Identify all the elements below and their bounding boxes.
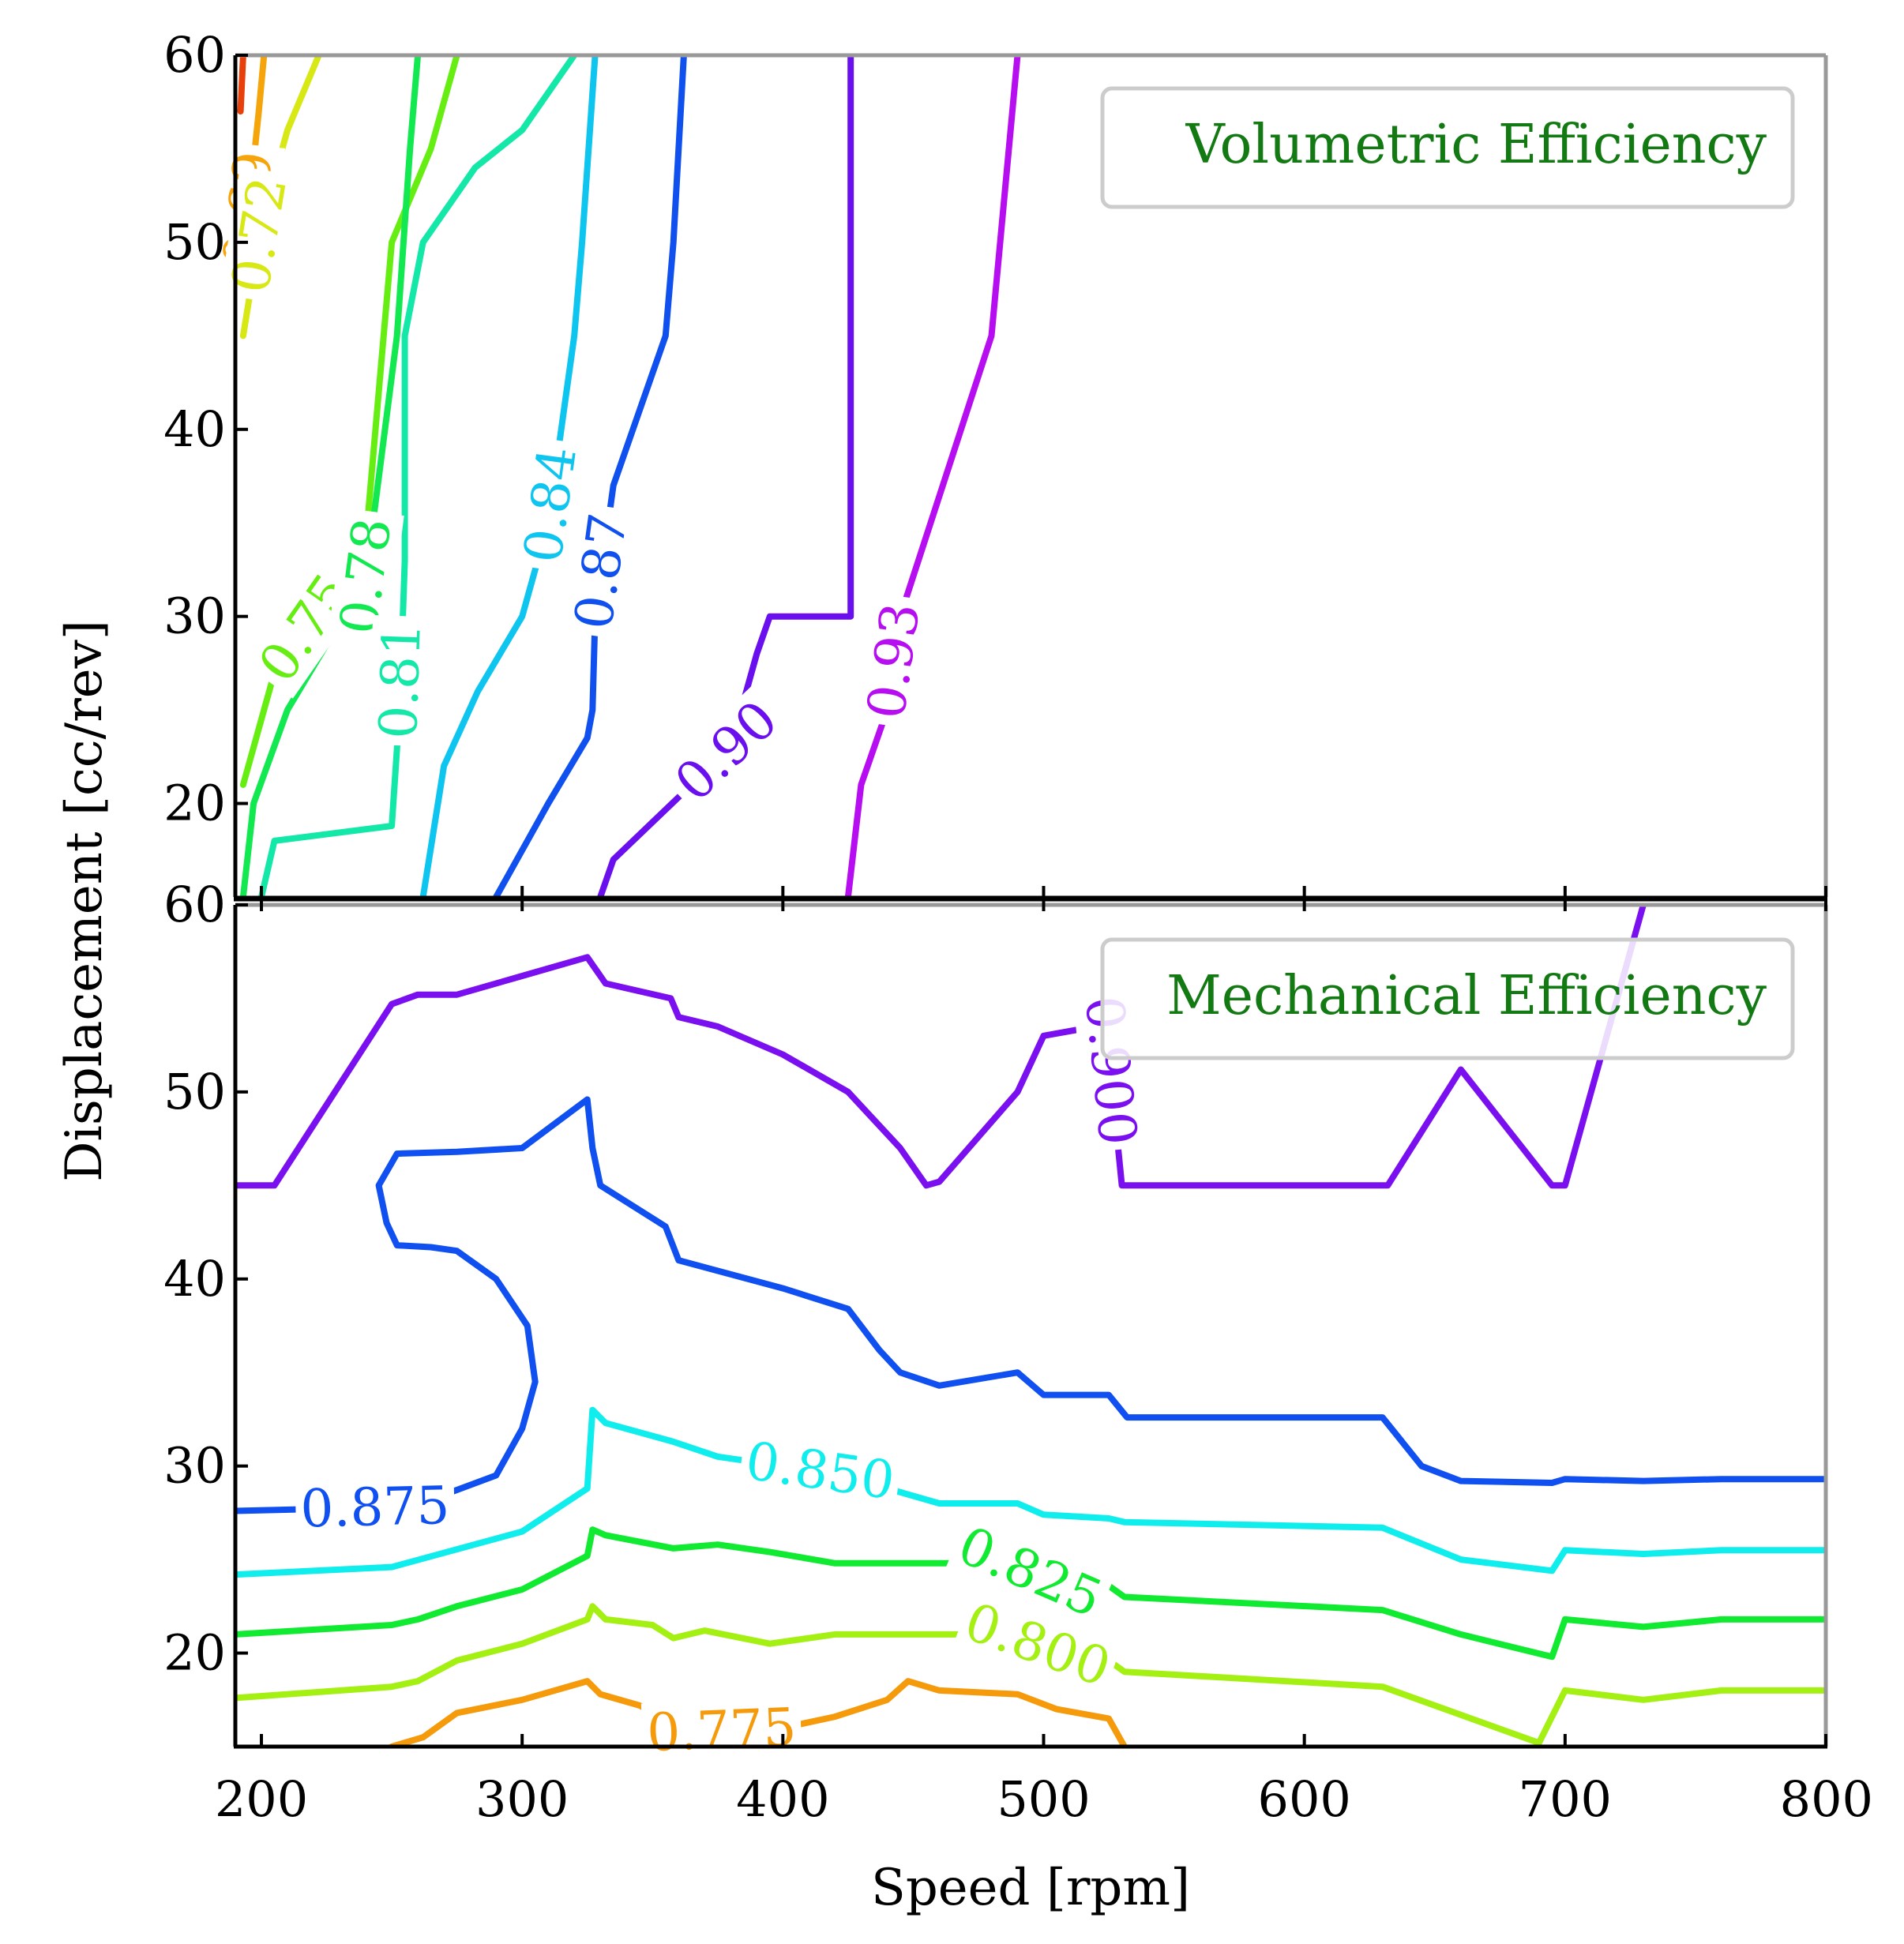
contour-label-mask — [952, 1589, 1123, 1701]
contour-line-0-66 — [237, 55, 246, 115]
contour-label-text: 0.93 — [855, 599, 931, 722]
contour-label-0-93: 0.93 — [855, 592, 933, 730]
volumetric-contour-group — [237, 55, 1021, 897]
contour-label-text: 0.81 — [368, 621, 433, 740]
contour-label-0-78: 0.78 — [328, 508, 404, 644]
mechanical-legend: Mechanical Efficiency — [1100, 937, 1795, 1060]
y-tick-label: 30 — [163, 1437, 226, 1495]
contour-label-mask — [855, 592, 933, 730]
mechanical-contour-group — [235, 905, 1826, 1747]
contour-line-0-84 — [419, 55, 599, 897]
contour-label-text: 0.775 — [646, 1697, 798, 1764]
y-tick-label: 50 — [163, 1063, 226, 1120]
y-tick-label: 60 — [163, 876, 226, 933]
y-tick-label: 40 — [163, 1250, 226, 1308]
y-tick-label: 40 — [163, 400, 226, 458]
contour-label-mask — [295, 1475, 456, 1540]
contour-line-0-81 — [258, 55, 578, 897]
x-tick-label: 700 — [1519, 1770, 1612, 1828]
contour-label-mask — [659, 685, 794, 818]
volumetric-y-ticks: 20 30 40 50 60 — [163, 26, 248, 832]
volumetric-efficiency-panel: 0.690.720.750.780.810.840.870.900.93 20 3… — [163, 26, 1828, 897]
x-tick-label: 800 — [1780, 1770, 1873, 1828]
x-tick-label: 500 — [997, 1770, 1090, 1828]
contour-label-0-850: 0.850 — [737, 1430, 903, 1513]
contour-label-text: 0.875 — [299, 1475, 450, 1540]
mechanical-y-ticks: 20 30 40 50 60 — [163, 876, 248, 1682]
x-ticks: 200 300 400 500 600 700 800 — [215, 886, 1873, 1828]
x-axis-title: Speed [rpm] — [871, 1859, 1190, 1917]
x-tick-label: 300 — [475, 1770, 569, 1828]
contour-line-0-8 — [235, 1603, 1826, 1747]
mechanical-legend-frame — [1100, 937, 1795, 1060]
contour-line-0-825 — [235, 1526, 1826, 1661]
contour-label-mask — [512, 436, 590, 573]
mechanical-legend-title: Mechanical Efficiency — [1166, 965, 1767, 1027]
y-tick-label: 50 — [163, 213, 226, 271]
y-axis-title: Displacement [cc/rev] — [55, 620, 114, 1182]
x-tick-label: 600 — [1258, 1770, 1351, 1828]
y-tick-label: 20 — [163, 1624, 226, 1682]
contour-label-0-875: 0.875 — [295, 1475, 456, 1540]
contour-label-mask — [945, 1513, 1115, 1632]
x-tick-label: 400 — [736, 1770, 829, 1828]
volumetric-legend-title: Volumetric Efficiency — [1185, 114, 1767, 176]
contour-label-mask — [328, 508, 404, 644]
volumetric-legend: Volumetric Efficiency — [1100, 86, 1795, 209]
volumetric-legend-frame — [1100, 86, 1795, 209]
contour-label-mask — [368, 614, 434, 747]
contour-line-0-9 — [597, 55, 854, 897]
contour-line-0-85 — [235, 1406, 1826, 1578]
x-tick-label: 200 — [215, 1770, 308, 1828]
contour-label-0-72: 0.72 — [220, 166, 300, 304]
y-tick-label: 60 — [163, 26, 226, 84]
contour-line-0-9 — [235, 905, 1647, 1189]
contour-label-mask — [737, 1430, 903, 1513]
contour-label-mask — [562, 503, 640, 640]
volumetric-contour-labels: 0.690.720.750.780.810.840.870.900.93 — [212, 141, 933, 818]
contour-line-0-93 — [844, 55, 1021, 897]
contour-label-0-81: 0.81 — [368, 614, 434, 747]
y-tick-label: 20 — [163, 775, 226, 832]
contour-label-text: 0.850 — [742, 1430, 899, 1511]
contour-line-0-875 — [235, 1096, 1826, 1514]
contour-label-mask — [220, 166, 300, 304]
y-tick-label: 30 — [163, 587, 226, 645]
contour-label-0-775: 0.775 — [640, 1697, 802, 1764]
